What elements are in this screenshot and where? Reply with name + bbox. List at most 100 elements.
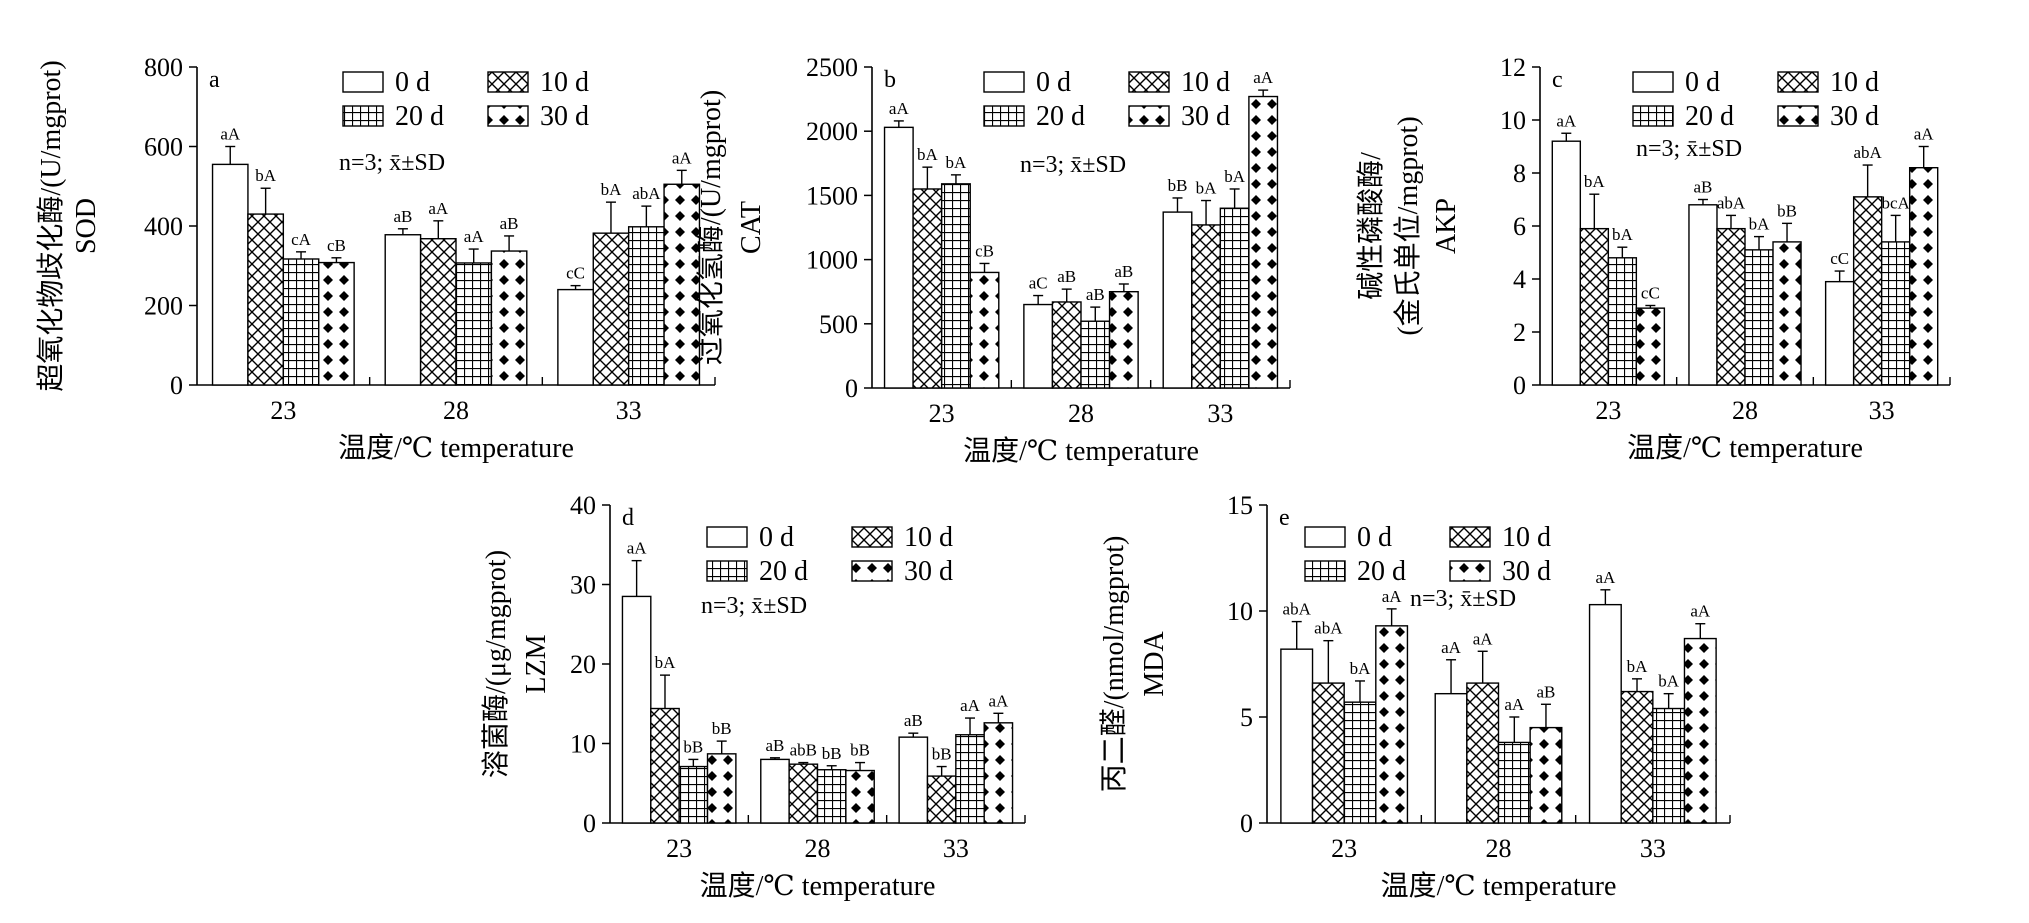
panel-c-sig-label-30d-33: aA — [1914, 125, 1935, 144]
panel-a-legend-swatch-20d — [342, 105, 384, 127]
panel-b-ytick-label: 0 — [845, 374, 858, 403]
panel-a-sig-label-30d-23: cB — [327, 236, 346, 255]
panel-b-bar-10d-23 — [912, 188, 943, 389]
panel-e-sig-label-10d-23: abA — [1314, 619, 1343, 638]
panel-b-bar-30d-28 — [1108, 291, 1139, 389]
panel-b-sig-label-30d-33: aA — [1253, 68, 1274, 87]
panel-a-bar-30d-28 — [490, 250, 528, 386]
panel-b-ytick-label: 2000 — [806, 117, 858, 146]
panel-b-sig-label-10d-33: bA — [1196, 179, 1218, 198]
panel-a-xlabel: 温度/℃ temperature — [338, 432, 574, 464]
panel-c-bar-20d-23 — [1607, 257, 1638, 386]
panel-b-bar-0d-33 — [1162, 211, 1193, 389]
panel-b-xlabel: 温度/℃ temperature — [963, 435, 1199, 467]
panel-c-bar-0d-28 — [1688, 204, 1718, 386]
panel-d-bar-10d-28 — [788, 763, 819, 824]
panel-a-ytick-label: 200 — [144, 292, 183, 321]
panel-a: 0 200 400 600 800 23 aA bA cA cB 28 aB aA aA aB 33 cC bA a… — [35, 53, 716, 464]
panel-e-bar-10d-28 — [1466, 682, 1500, 824]
panel-d-legend-label-0d: 0 d — [759, 522, 794, 553]
panel-d-sig-label-20d-23: bB — [683, 737, 703, 756]
panel-c-legend-swatch-20d — [1632, 105, 1674, 127]
panel-a-sig-label-10d-23: bA — [255, 166, 277, 185]
panel-a-stat-note: n=3; x̄±SD — [339, 150, 445, 176]
panel-b-xtick-label-23: 23 — [929, 399, 955, 428]
panel-a-bar-0d-33 — [557, 288, 594, 386]
panel-d-bar-20d-23 — [678, 765, 709, 824]
panel-d-legend-label-10d: 10 d — [904, 522, 953, 553]
panel-e-sig-label-0d-28: aA — [1441, 638, 1462, 657]
panel-c-sig-label-0d-33: cC — [1830, 249, 1849, 268]
panel-a-ylabel-line-1: 超氧化物歧化酶/(U/mgprot) — [35, 60, 67, 391]
panel-d-bar-0d-33 — [898, 736, 929, 824]
panel-c-ytick-label: 2 — [1513, 318, 1526, 347]
panel-e-bar-30d-33 — [1683, 637, 1717, 824]
panel-e-xtick-label-23: 23 — [1331, 834, 1357, 863]
panel-c-sig-label-10d-28: abA — [1717, 193, 1746, 212]
panel-a-bar-20d-23 — [282, 258, 320, 386]
panel-d-bar-0d-28 — [760, 758, 790, 824]
panel-b-bar-30d-23 — [969, 271, 1000, 389]
panel-c-ylabel-line-3: AKP — [1431, 198, 1462, 254]
panel-e-bar-10d-23 — [1311, 682, 1345, 824]
panel-e-legend-label-0d: 0 d — [1357, 522, 1392, 553]
panel-d-bar-10d-23 — [650, 707, 680, 824]
panel-a-sig-label-30d-28: aB — [500, 214, 519, 233]
panel-d-ytick-label: 0 — [583, 809, 596, 838]
panel-c-legend-label-30d: 30 d — [1830, 101, 1879, 132]
panel-a-legend-label-10d: 10 d — [540, 67, 589, 98]
panel-a-bar-10d-28 — [419, 238, 457, 386]
panel-d-ylabel-line-1: 溶菌酶/(μg/mgprot) — [480, 550, 512, 778]
panel-c-legend-swatch-10d — [1777, 71, 1819, 93]
panel-d-xtick-label-28: 28 — [805, 834, 831, 863]
panel-e-bar-0d-33 — [1588, 603, 1622, 824]
panel-d-sig-label-10d-33: bB — [932, 745, 952, 764]
panel-c-bar-0d-23 — [1551, 140, 1582, 386]
panel-b-sig-label-10d-23: bA — [917, 145, 939, 164]
panel-c-legend-label-10d: 10 d — [1830, 67, 1879, 98]
panel-a-legend-swatch-10d — [487, 71, 529, 93]
panel-e-sig-label-20d-33: bA — [1658, 672, 1680, 691]
panel-d-legend-swatch-0d — [706, 526, 748, 548]
panel-d-sig-label-20d-33: aA — [960, 696, 981, 715]
panel-a-legend-label-20d: 20 d — [395, 101, 444, 132]
panel-b-bar-10d-28 — [1051, 301, 1082, 389]
panel-c-bar-10d-23 — [1579, 227, 1610, 386]
panel-e-sig-label-10d-33: bA — [1627, 657, 1649, 676]
panel-d-legend-label-20d: 20 d — [759, 556, 808, 587]
panel-a-sig-label-0d-28: aB — [393, 207, 412, 226]
panel-e-legend-swatch-20d — [1304, 560, 1346, 582]
panel-b-sig-label-30d-23: cB — [975, 241, 994, 260]
panel-b-ylabel-line-2: CAT — [736, 201, 767, 254]
panel-b-bar-20d-33 — [1219, 207, 1250, 389]
panel-c-ytick-label: 0 — [1513, 371, 1526, 400]
panel-d-bar-30d-28 — [845, 769, 875, 824]
panel-b-ytick-label: 2500 — [806, 53, 858, 82]
panel-a-bar-30d-23 — [318, 261, 355, 386]
panel-d-sig-label-30d-28: bB — [850, 741, 870, 760]
panel-a-xtick-label-33: 33 — [616, 396, 642, 425]
panel-b-ytick-label: 1000 — [806, 246, 858, 275]
panel-c-bar-30d-33 — [1908, 166, 1939, 386]
panel-b-xtick-label-28: 28 — [1068, 399, 1094, 428]
panel-e-sig-label-30d-33: aA — [1690, 602, 1711, 621]
panel-c-sig-label-20d-28: bA — [1749, 215, 1771, 234]
panel-e-legend-swatch-10d — [1449, 526, 1491, 548]
panel-d-sig-label-0d-28: aB — [766, 736, 785, 755]
panel-c-bar-10d-33 — [1852, 196, 1883, 386]
panel-c-ytick-label: 4 — [1513, 265, 1526, 294]
panel-c-bar-10d-28 — [1716, 227, 1746, 386]
panel-b-stat-note: n=3; x̄±SD — [1020, 152, 1126, 178]
panel-c: 02468101223aAbAbAcC28aBabAbAbB33cCabAbcA… — [1355, 53, 1951, 464]
panel-e-bar-0d-23 — [1280, 648, 1314, 824]
panel-b-letter: b — [884, 67, 896, 93]
panel-c-sig-label-20d-33: bcA — [1882, 193, 1911, 212]
panel-a-sig-label-10d-28: aA — [428, 199, 449, 218]
panel-b-sig-label-10d-28: aB — [1057, 267, 1076, 286]
panel-a-bar-10d-23 — [247, 213, 285, 386]
panel-d-sig-label-30d-33: aA — [988, 691, 1009, 710]
panel-a-bar-0d-28 — [384, 234, 422, 386]
panel-c-legend-label-20d: 20 d — [1685, 101, 1734, 132]
panel-c-bar-0d-33 — [1824, 280, 1855, 386]
